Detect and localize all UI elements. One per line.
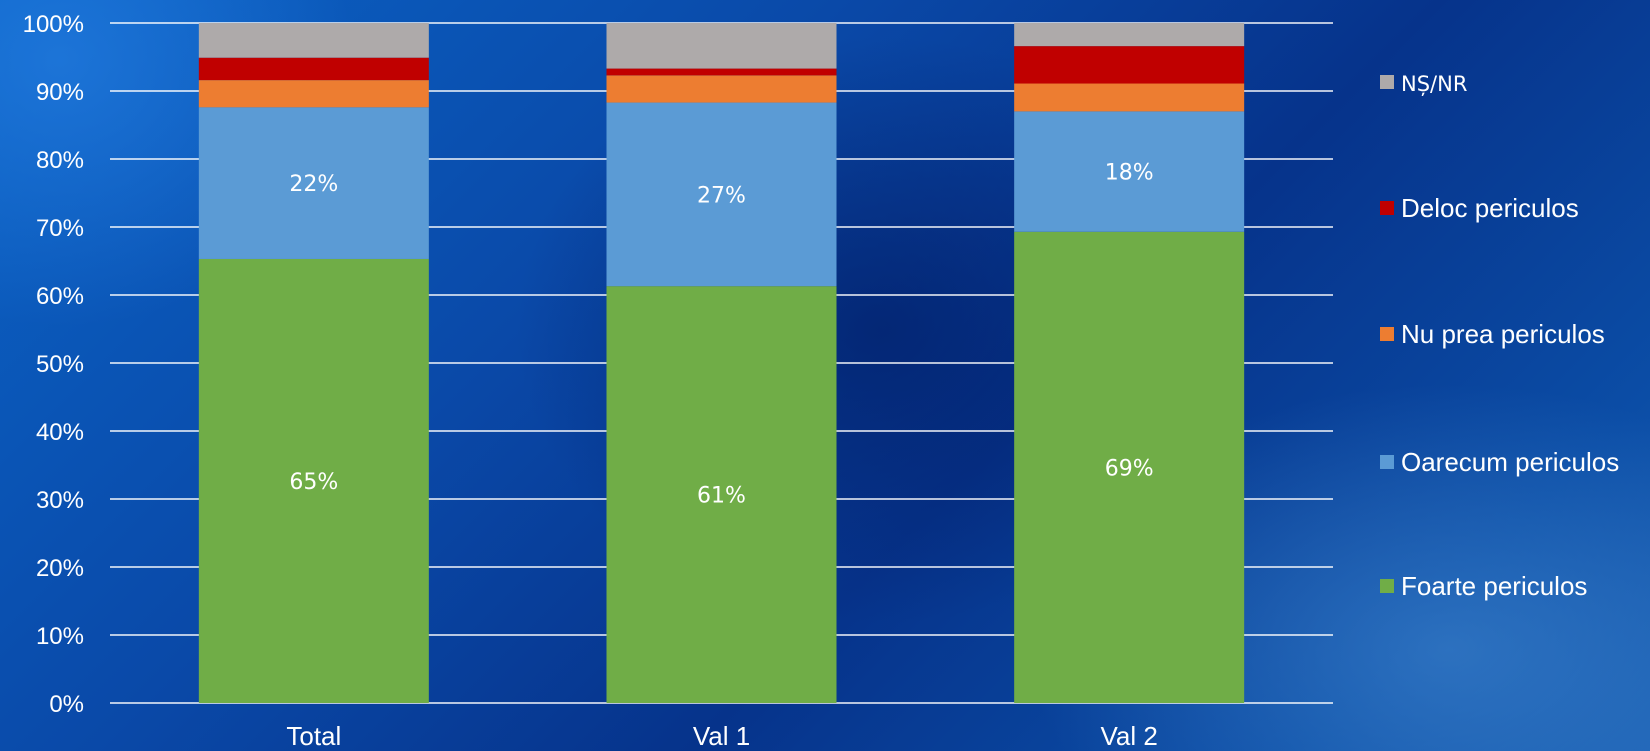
- bar-segment-3: [1014, 83, 1245, 112]
- y-tick-label: 100%: [23, 11, 84, 38]
- legend-label: Nu prea periculos: [1401, 319, 1605, 349]
- x-tick-label: Val 1: [693, 721, 750, 751]
- legend-label: Oarecum periculos: [1401, 447, 1619, 477]
- bar-segment-4: [606, 68, 837, 76]
- bar-segment-3: [198, 80, 429, 108]
- data-label: 22%: [289, 172, 338, 197]
- legend-swatch: [1380, 201, 1394, 215]
- x-tick-label: Val 2: [1100, 721, 1157, 751]
- bar-segment-1: [606, 286, 837, 703]
- bar-segment-3: [606, 75, 837, 103]
- legend-swatch: [1380, 75, 1394, 89]
- legend-label: NȘ/NR: [1401, 72, 1467, 96]
- bar-segment-1: [198, 258, 429, 703]
- y-tick-label: 0%: [49, 691, 84, 718]
- legend-swatch: [1380, 579, 1394, 593]
- y-tick-label: 40%: [36, 419, 84, 446]
- x-tick-label: Total: [286, 721, 341, 751]
- y-tick-label: 20%: [36, 555, 84, 582]
- bar-segment-5: [198, 23, 429, 58]
- bar-segment-4: [1014, 46, 1245, 84]
- y-tick-label: 90%: [36, 79, 84, 106]
- data-label: 27%: [697, 183, 746, 208]
- y-tick-label: 70%: [36, 215, 84, 242]
- bar-segment-2: [606, 102, 837, 287]
- bar-segment-5: [606, 23, 837, 69]
- bar-segment-2: [198, 107, 429, 259]
- legend-label: Deloc periculos: [1401, 193, 1579, 223]
- data-label: 65%: [289, 470, 338, 495]
- legend-label: Foarte periculos: [1401, 571, 1587, 601]
- bar-segment-5: [1014, 23, 1245, 47]
- data-label: 69%: [1105, 456, 1154, 481]
- bar-segment-2: [1014, 111, 1245, 232]
- y-tick-label: 80%: [36, 147, 84, 174]
- data-label: 61%: [697, 484, 746, 509]
- y-tick-label: 60%: [36, 283, 84, 310]
- legend-swatch: [1380, 327, 1394, 341]
- y-tick-label: 10%: [36, 623, 84, 650]
- data-label: 18%: [1105, 161, 1154, 186]
- bar-segment-4: [198, 57, 429, 81]
- y-tick-label: 50%: [36, 351, 84, 378]
- y-tick-label: 30%: [36, 487, 84, 514]
- legend-swatch: [1380, 455, 1394, 469]
- bar-segment-1: [1014, 231, 1245, 703]
